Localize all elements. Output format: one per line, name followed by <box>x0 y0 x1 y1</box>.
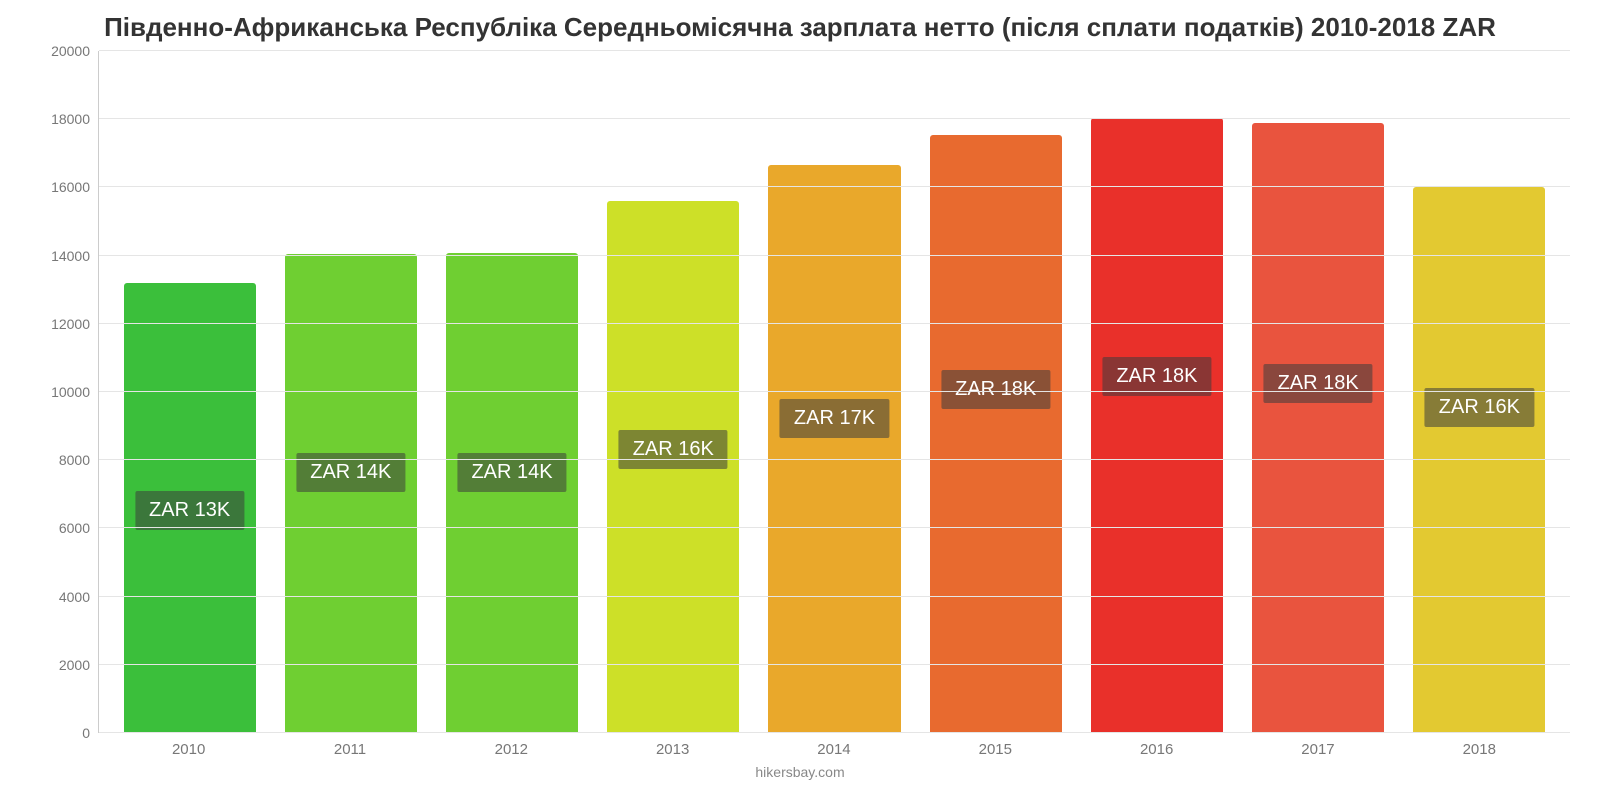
y-tick-label: 16000 <box>51 179 90 195</box>
bar-value-label: ZAR 17K <box>780 399 889 438</box>
bar-value-label: ZAR 18K <box>1264 364 1373 403</box>
bar: ZAR 13K <box>124 283 256 733</box>
x-tick-label: 2018 <box>1399 741 1560 758</box>
y-tick-label: 6000 <box>59 520 90 536</box>
gridline <box>99 391 1570 392</box>
y-axis: 0200040006000800010000120001400016000180… <box>30 51 98 733</box>
bars-container: ZAR 13K ZAR 14KZAR 14K ZAR 16K ZAR 17K ZAR 1… <box>99 51 1570 733</box>
x-tick-label: 2010 <box>108 741 269 758</box>
bar-slot: ZAR 17K <box>754 51 915 733</box>
y-tick-label: 18000 <box>51 111 90 127</box>
bar-slot: ZAR 13K <box>109 51 270 733</box>
bar-value-label: ZAR 13K <box>135 491 244 530</box>
y-tick-label: 14000 <box>51 248 90 264</box>
bar: ZAR 18K <box>1091 118 1223 734</box>
y-tick-label: 10000 <box>51 384 90 400</box>
bar-slot: ZAR 16K <box>1399 51 1560 733</box>
x-tick-label: 2013 <box>592 741 753 758</box>
bar: ZAR 17K <box>768 165 900 733</box>
bar: ZAR 18K <box>930 135 1062 733</box>
bar: ZAR 14K <box>285 254 417 733</box>
gridline <box>99 732 1570 733</box>
chart-grid: ZAR 13K ZAR 14KZAR 14K ZAR 16K ZAR 17K ZAR 1… <box>98 51 1570 733</box>
salary-chart: Південно-Африканська Республіка Середньо… <box>0 0 1600 800</box>
x-tick-label: 2012 <box>431 741 592 758</box>
gridline <box>99 186 1570 187</box>
x-tick-label: 2016 <box>1076 741 1237 758</box>
y-tick-label: 8000 <box>59 452 90 468</box>
y-tick-label: 0 <box>82 725 90 741</box>
bar-slot: ZAR 18K <box>1076 51 1237 733</box>
bar: ZAR 16K <box>1413 187 1545 733</box>
bar: ZAR 14K <box>446 253 578 733</box>
bar-value-label: ZAR 16K <box>1425 388 1534 427</box>
bar-slot: ZAR 18K <box>1238 51 1399 733</box>
bar: ZAR 18K <box>1252 123 1384 733</box>
x-tick-label: 2017 <box>1237 741 1398 758</box>
bar-slot: ZAR 18K <box>915 51 1076 733</box>
gridline <box>99 459 1570 460</box>
gridline <box>99 50 1570 51</box>
x-tick-label: 2014 <box>753 741 914 758</box>
bar-value-label: ZAR 16K <box>619 430 728 469</box>
bar-slot: ZAR 14K <box>270 51 431 733</box>
y-tick-label: 4000 <box>59 589 90 605</box>
gridline <box>99 323 1570 324</box>
gridline <box>99 527 1570 528</box>
gridline <box>99 664 1570 665</box>
x-axis: 201020112012201320142015201620172018 <box>98 733 1570 758</box>
gridline <box>99 118 1570 119</box>
bar-slot: ZAR 16K <box>593 51 754 733</box>
x-tick-label: 2015 <box>915 741 1076 758</box>
gridline <box>99 255 1570 256</box>
source-label: hikersbay.com <box>30 764 1570 780</box>
bar: ZAR 16K <box>607 201 739 733</box>
bar-value-label: ZAR 18K <box>941 370 1050 409</box>
y-tick-label: 2000 <box>59 657 90 673</box>
y-tick-label: 12000 <box>51 316 90 332</box>
x-tick-label: 2011 <box>269 741 430 758</box>
plot-area: 0200040006000800010000120001400016000180… <box>30 51 1570 733</box>
bar-slot: ZAR 14K <box>431 51 592 733</box>
chart-title: Південно-Африканська Республіка Середньо… <box>30 12 1570 43</box>
y-tick-label: 20000 <box>51 43 90 59</box>
gridline <box>99 596 1570 597</box>
